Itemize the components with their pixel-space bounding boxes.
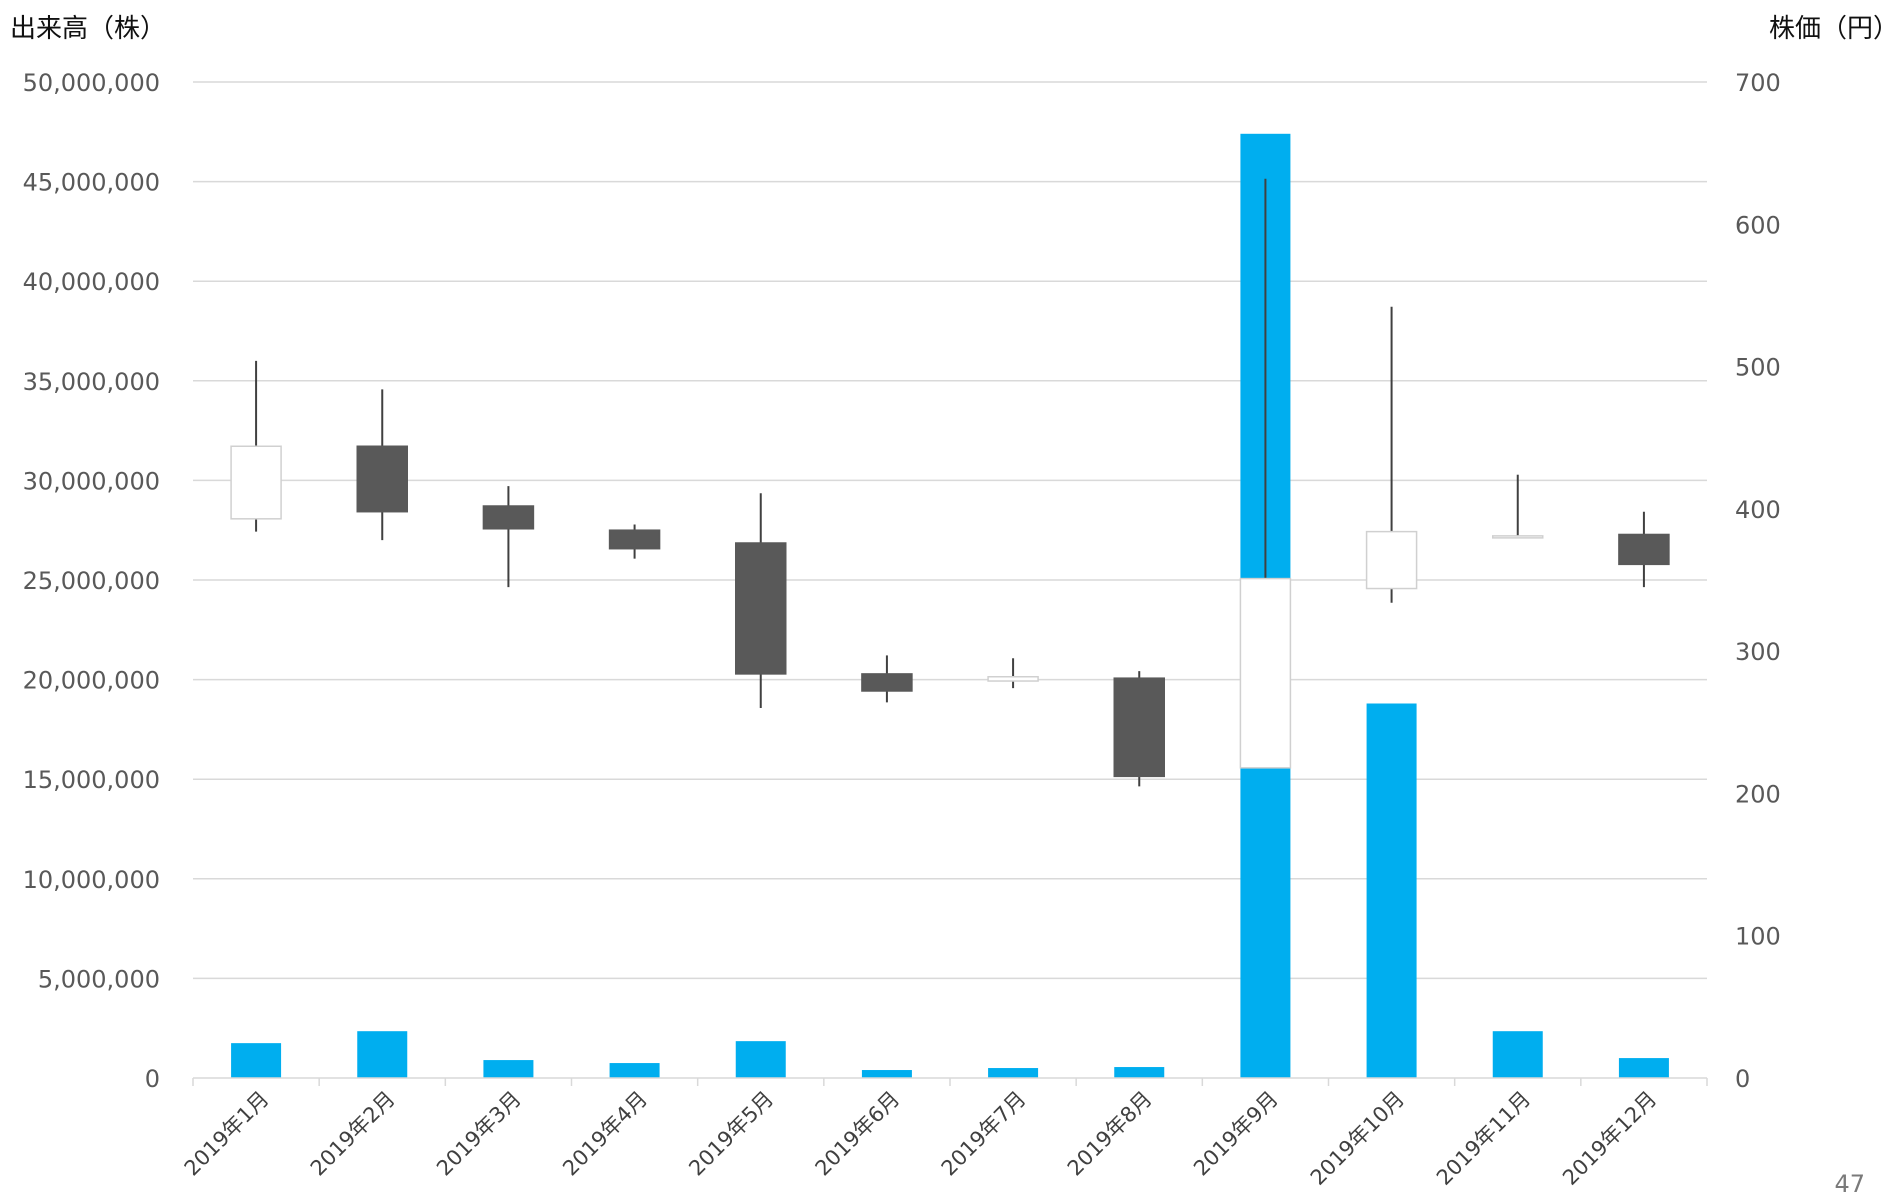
left-tick-label: 5,000,000 [38, 965, 160, 993]
x-tick-label: 2019年1月 [180, 1087, 274, 1181]
x-tick-label: 2019年7月 [937, 1087, 1031, 1181]
volume-bar [231, 1043, 282, 1078]
right-tick-label: 300 [1735, 638, 1781, 666]
right-tick-label: 600 [1735, 211, 1781, 239]
candle-body [1618, 533, 1670, 566]
candle-body [356, 445, 408, 513]
candle-body [735, 542, 787, 675]
left-tick-label: 20,000,000 [23, 667, 160, 695]
price-candles [230, 178, 1670, 787]
left-tick-label: 15,000,000 [23, 766, 160, 794]
x-axis [192, 1077, 1708, 1086]
right-axis-ticks: 0 100 200 300 400 500 600 700 [1735, 69, 1781, 1093]
x-axis-labels: 2019年1月 2019年2月 2019年3月 2019年4月 2019年5月 2019年… [180, 1087, 1662, 1190]
candle-body [861, 673, 913, 692]
candle-body [987, 676, 1039, 682]
x-tick-label: 2019年3月 [432, 1087, 526, 1181]
volume-bar [483, 1060, 534, 1078]
x-tick-label: 2019年6月 [811, 1087, 905, 1181]
right-tick-label: 700 [1735, 69, 1781, 97]
right-axis-title: 株価（円） [1768, 14, 1899, 44]
right-tick-label: 400 [1735, 496, 1781, 524]
left-tick-label: 50,000,000 [23, 69, 160, 97]
left-tick-label: 25,000,000 [23, 567, 160, 595]
left-tick-label: 40,000,000 [23, 268, 160, 296]
right-tick-label: 100 [1735, 923, 1781, 951]
volume-bar [1114, 1067, 1165, 1078]
volume-bar [735, 1041, 786, 1078]
left-tick-label: 35,000,000 [23, 368, 160, 396]
volume-bar [609, 1063, 660, 1078]
x-tick-label: 2019年12月 [1558, 1087, 1661, 1190]
candle-body [1365, 530, 1418, 590]
volume-bar [861, 1070, 912, 1078]
candle-body [230, 445, 282, 520]
left-tick-label: 45,000,000 [23, 169, 160, 197]
right-tick-label: 500 [1735, 354, 1781, 382]
volume-bar [988, 1068, 1039, 1078]
candle-body [1239, 577, 1292, 769]
gridlines [193, 81, 1707, 980]
x-tick-label: 2019年10月 [1306, 1087, 1409, 1190]
left-axis-title: 出来高（株） [10, 14, 167, 44]
x-tick-label: 2019年9月 [1189, 1087, 1283, 1181]
x-tick-label: 2019年2月 [306, 1087, 400, 1181]
candle-body [482, 505, 535, 530]
right-tick-label: 0 [1735, 1065, 1750, 1093]
page-number: 47 [1834, 1170, 1865, 1198]
volume-bar [357, 1031, 408, 1078]
candle-body [1113, 677, 1165, 778]
volume-bar [1366, 703, 1417, 1078]
left-axis-ticks: 0 5,000,000 10,000,000 15,000,000 20,000,000… [23, 69, 160, 1093]
candle-body [608, 529, 661, 550]
x-tick-label: 2019年8月 [1063, 1087, 1157, 1181]
left-tick-label: 10,000,000 [23, 866, 160, 894]
x-tick-label: 2019年5月 [684, 1087, 778, 1181]
x-tick-label: 2019年4月 [558, 1087, 652, 1181]
volume-bar [1618, 1058, 1669, 1078]
right-tick-label: 200 [1735, 780, 1781, 808]
left-tick-label: 30,000,000 [23, 467, 160, 495]
candle-body [1492, 535, 1544, 539]
x-tick-label: 2019年11月 [1432, 1087, 1535, 1190]
volume-bars [231, 133, 1669, 1079]
left-tick-label: 0 [145, 1065, 160, 1093]
volume-bar [1492, 1031, 1543, 1078]
